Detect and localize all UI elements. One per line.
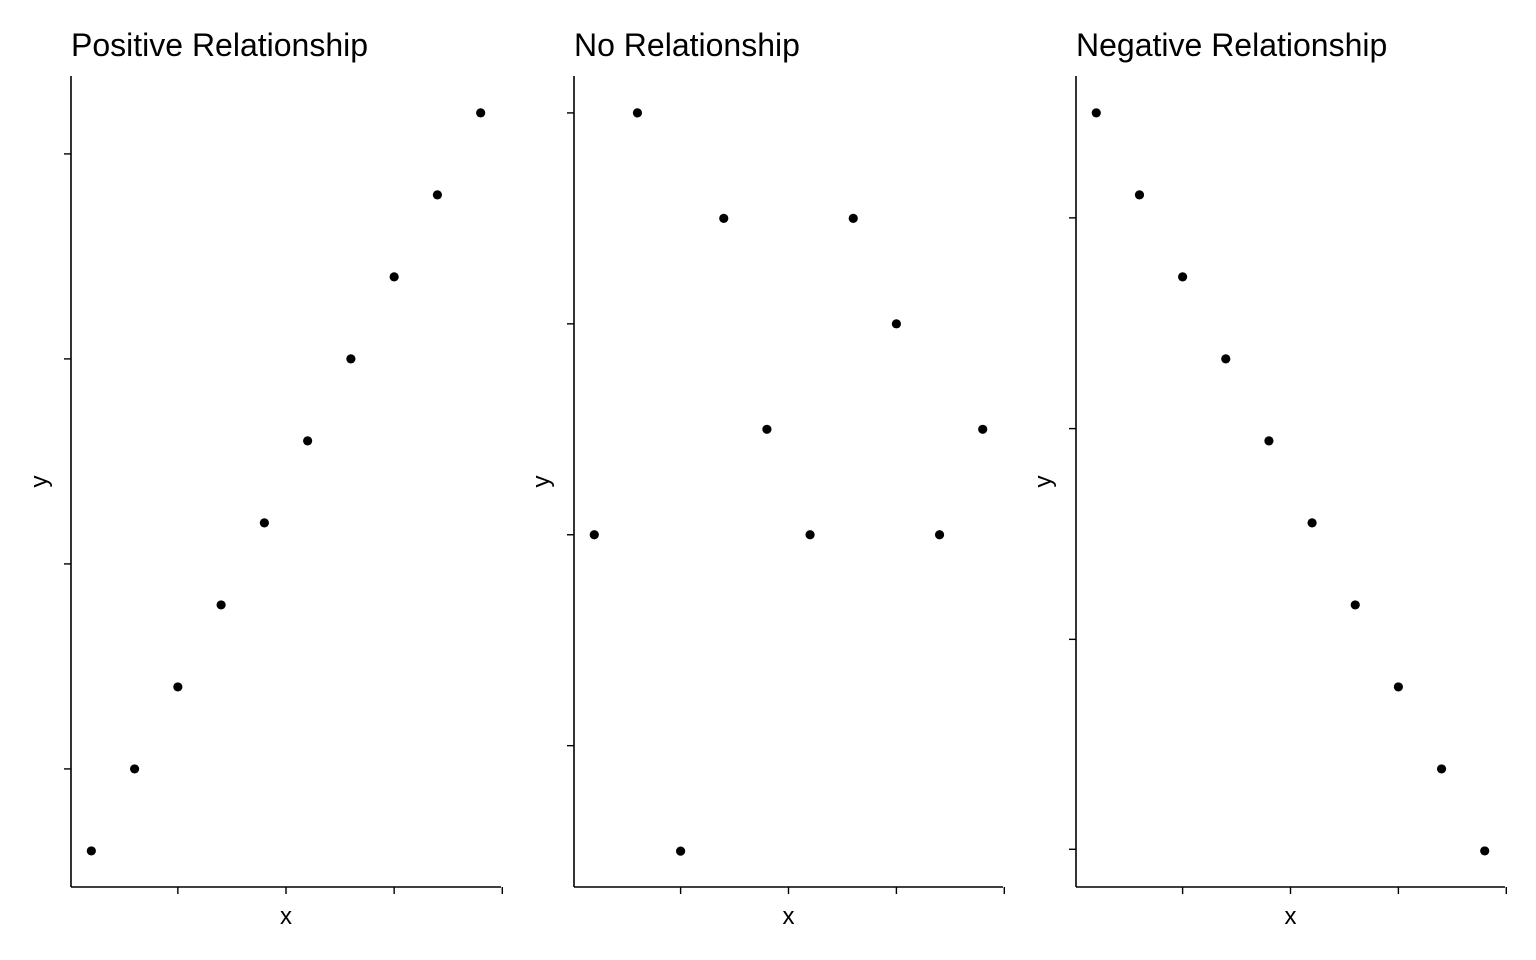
data-point: [632, 108, 643, 118]
data-point: [129, 764, 140, 774]
data-point: [216, 600, 226, 610]
y-axis-label: y: [1030, 476, 1057, 488]
x-axis-label: x: [280, 903, 292, 930]
data-point: [173, 682, 183, 692]
data-point: [848, 213, 858, 223]
data-point: [1350, 600, 1360, 610]
panel-positive: Positive Relationship x y: [26, 27, 503, 930]
chart-title-negative: Negative Relationship: [1076, 27, 1387, 63]
data-point: [476, 108, 486, 118]
data-point: [1134, 190, 1145, 200]
data-point: [86, 846, 96, 856]
y-axis-label: y: [26, 476, 53, 488]
data-point: [934, 530, 945, 540]
data-point: [978, 424, 988, 434]
data-point: [1436, 764, 1447, 774]
data-point: [1393, 682, 1403, 692]
data-point: [805, 530, 815, 540]
chart-title-positive: Positive Relationship: [71, 27, 368, 63]
data-point: [1221, 354, 1231, 364]
data-point: [346, 354, 356, 364]
data-point: [1480, 846, 1490, 856]
data-point: [432, 190, 443, 200]
x-axis-label: x: [783, 903, 795, 930]
data-point: [1091, 108, 1101, 118]
panel-negative: Negative Relationship x y: [1030, 27, 1507, 930]
chart-title-none: No Relationship: [574, 27, 800, 63]
data-point: [1307, 518, 1317, 528]
x-axis-label: x: [1285, 903, 1297, 930]
data-point: [1264, 436, 1274, 446]
data-point: [719, 213, 729, 223]
data-point: [589, 530, 599, 540]
data-point: [891, 319, 901, 329]
data-point: [303, 436, 313, 446]
data-point: [676, 846, 686, 856]
y-axis-label: y: [528, 476, 555, 488]
panel-none: No Relationship x y: [528, 27, 1005, 930]
data-point: [389, 272, 399, 282]
data-point: [762, 424, 772, 434]
data-point: [1178, 272, 1188, 282]
data-point: [259, 518, 269, 528]
